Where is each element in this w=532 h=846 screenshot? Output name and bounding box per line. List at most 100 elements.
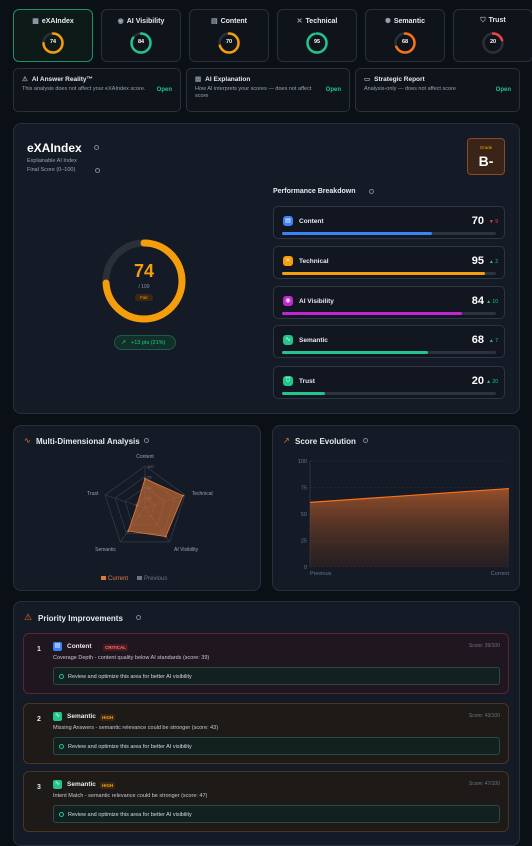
tab-score-ring (394, 32, 416, 54)
pulse-icon: ∿ (53, 712, 62, 721)
tab-label-row: ▤ Content (190, 17, 268, 25)
final-score-label: Final Score (0–100) (27, 167, 76, 173)
tab-label: Content (220, 18, 248, 25)
priority-desc: Coverage Depth - content quality below A… (53, 655, 210, 661)
tab-label: Trust (488, 17, 506, 24)
score-gauge (102, 239, 186, 323)
priority-category: Semantic (67, 713, 96, 720)
info-card-1[interactable]: ⚠ AI Answer Reality™ This analysis does no… (13, 68, 181, 112)
y-tick-label: 25 (301, 539, 307, 545)
tab-trust[interactable]: ⛉ Trust 20 (453, 9, 532, 62)
radar-axis-label: Content (136, 454, 154, 460)
tab-technical[interactable]: ✕ Technical 95 (277, 9, 357, 62)
legend-swatch-current (101, 576, 106, 580)
check-circle-icon (59, 812, 64, 817)
metric-content[interactable]: ▤ Content 70 ▼ 9 (273, 206, 505, 239)
radar-point (144, 477, 146, 480)
info-card-desc: This analysis does not affect your eXAIn… (22, 86, 146, 92)
info-card-desc: Analysis-only — does not affect score (364, 86, 456, 92)
tab-ai-visibility[interactable]: ◉ AI Visibility 84 (101, 9, 181, 62)
priority-item[interactable]: 1 ▤ Content CRITICAL Score: 39/100 Coverage D… (23, 633, 509, 694)
radar-tick-label: 75 (147, 475, 152, 480)
tab-exaindex[interactable]: ▦ eXAIndex 74 (13, 9, 93, 62)
metric-technical[interactable]: ✕ Technical 95 ▲ 2 (273, 246, 505, 279)
tab-score-value: 70 (225, 39, 233, 45)
info-icon[interactable] (94, 145, 99, 150)
priority-tag: CRITICAL (103, 644, 128, 651)
metric-label: Technical (299, 258, 329, 265)
priority-action[interactable]: Review and optimize this area for better… (53, 667, 500, 685)
legend-previous: Previous (144, 576, 167, 582)
info-card-3[interactable]: ▭ Strategic Report Analysis-only — does no… (355, 68, 520, 112)
open-link[interactable]: Open (495, 87, 511, 93)
page-title: eXAIndex (27, 141, 82, 155)
open-link[interactable]: Open (156, 87, 172, 93)
alert-icon: ⚠ (22, 76, 28, 83)
score-out-of: / 100 (138, 284, 150, 290)
shield-icon: ⛉ (480, 17, 486, 24)
priority-item[interactable]: 2 ∿ Semantic HIGH Score: 43/100 Missing Answe… (23, 703, 509, 764)
metric-value: 70 (471, 215, 484, 227)
eye-icon: ◉ (117, 18, 124, 25)
priority-title: Priority Improvements (38, 614, 123, 623)
priority-action[interactable]: Review and optimize this area for better… (53, 805, 500, 823)
pulse-icon: ∿ (53, 780, 62, 789)
tab-semantic[interactable]: ✺ Semantic 68 (365, 9, 445, 62)
metric-bar-fill (282, 272, 486, 275)
info-icon[interactable] (369, 189, 374, 194)
legend-current: Current (108, 576, 128, 582)
metric-bar (282, 312, 496, 315)
info-icon[interactable] (144, 438, 149, 443)
document-icon: ▤ (53, 642, 62, 651)
info-icon[interactable] (95, 168, 100, 173)
tab-content[interactable]: ▤ Content 70 (189, 9, 269, 62)
metric-bar-fill (282, 232, 432, 235)
tab-score-ring (218, 32, 240, 54)
info-card-2[interactable]: ▤ AI Explanation How AI interprets your sc… (186, 68, 350, 112)
metric-label: AI Visibility (299, 298, 334, 305)
radar-grid (104, 465, 186, 543)
sparkle-icon: ✺ (385, 18, 391, 25)
document-icon: ▤ (283, 216, 293, 226)
radar-point (127, 530, 130, 533)
priority-tag: HIGH (100, 714, 116, 721)
area-fill (310, 488, 509, 567)
priority-action[interactable]: Review and optimize this area for better… (53, 737, 500, 755)
metric-bar-fill (282, 312, 462, 315)
priority-category: Semantic (67, 781, 96, 788)
check-circle-icon (59, 744, 64, 749)
info-icon[interactable] (136, 615, 141, 620)
open-link[interactable]: Open (325, 87, 341, 93)
info-card-title: AI Answer Reality™ (31, 76, 93, 83)
radar-panel: ∿ Multi-Dimensional Analysis 100755025Co… (13, 425, 261, 591)
priority-desc: Intent Match - semantic relevance could … (53, 793, 208, 799)
shield-icon: ⛉ (283, 376, 293, 386)
radar-series-current (127, 478, 184, 537)
radar-tick-label: 100 (147, 464, 154, 469)
tab-score-ring (482, 32, 504, 54)
tab-label-row: ▦ eXAIndex (14, 17, 92, 25)
info-icon[interactable] (363, 438, 368, 443)
info-card-heading: ▭ Strategic Report (364, 75, 511, 83)
metric-trust[interactable]: ⛉ Trust 20 ▲ 20 (273, 366, 505, 399)
tab-label-row: ✺ Semantic (366, 17, 444, 25)
priority-item[interactable]: 3 ∿ Semantic HIGH Score: 47/100 Intent Match … (23, 771, 509, 832)
grade-card: Grade B- (467, 138, 505, 175)
trend-up-icon: ↗ (121, 340, 127, 346)
radar-title: Multi-Dimensional Analysis (36, 437, 140, 446)
metric-ai-visibility[interactable]: ◉ AI Visibility 84 ▲ 10 (273, 286, 505, 319)
metric-semantic[interactable]: ∿ Semantic 68 ▲ 7 (273, 325, 505, 358)
tab-label-row: ⛉ Trust (454, 17, 532, 25)
priority-score: Score: 39/100 (468, 643, 500, 649)
delta-badge: ↗ +13 pts (21%) (114, 335, 176, 350)
tab-score-value: 20 (489, 39, 497, 45)
radar-axis-label: AI Visibility (174, 547, 199, 553)
warning-icon: ⚠ (24, 612, 33, 622)
radar-point (136, 504, 139, 507)
grade-value: B- (478, 153, 494, 169)
metric-delta: ▲ 10 (486, 299, 498, 305)
tab-label: AI Visibility (126, 18, 165, 25)
metric-delta: ▼ 9 (488, 219, 498, 225)
x-tick-label: Previous (310, 571, 332, 577)
